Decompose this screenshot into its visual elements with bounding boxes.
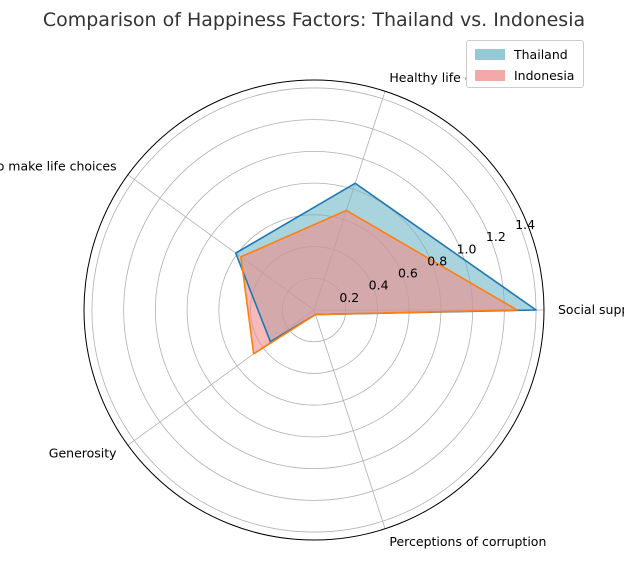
spoke-line bbox=[313, 309, 386, 529]
legend-label-indonesia: Indonesia bbox=[514, 67, 575, 83]
category-label: Perceptions of corruption bbox=[389, 534, 546, 549]
radial-tick-label: 1.2 bbox=[486, 229, 506, 244]
radial-tick-label: 1.4 bbox=[515, 217, 535, 232]
category-label: Generosity bbox=[49, 445, 117, 460]
radial-tick-label: 0.8 bbox=[427, 253, 447, 268]
legend-item-thailand: Thailand bbox=[475, 45, 568, 63]
legend-label-thailand: Thailand bbox=[514, 46, 568, 62]
chart-title: Comparison of Happiness Factors: Thailan… bbox=[43, 9, 585, 31]
category-label: Social support bbox=[558, 302, 624, 317]
radial-tick-label: 0.4 bbox=[369, 278, 389, 293]
radial-tick-label: 0.2 bbox=[339, 290, 359, 305]
series-areas bbox=[234, 182, 537, 355]
legend: Thailand Indonesia bbox=[466, 40, 584, 88]
radial-tick-label: 0.6 bbox=[398, 266, 418, 281]
category-label: Freedom to make life choices bbox=[0, 159, 117, 174]
radial-tick-labels: 0.2 0.4 0.6 0.8 1.0 1.2 1.4 bbox=[339, 217, 535, 305]
series-line-indonesia bbox=[240, 209, 518, 355]
legend-swatch-indonesia bbox=[475, 69, 505, 81]
legend-swatch-thailand bbox=[475, 48, 505, 60]
legend-item-indonesia: Indonesia bbox=[475, 66, 574, 84]
outer-frame bbox=[83, 79, 545, 541]
radial-tick-label: 1.0 bbox=[457, 241, 477, 256]
